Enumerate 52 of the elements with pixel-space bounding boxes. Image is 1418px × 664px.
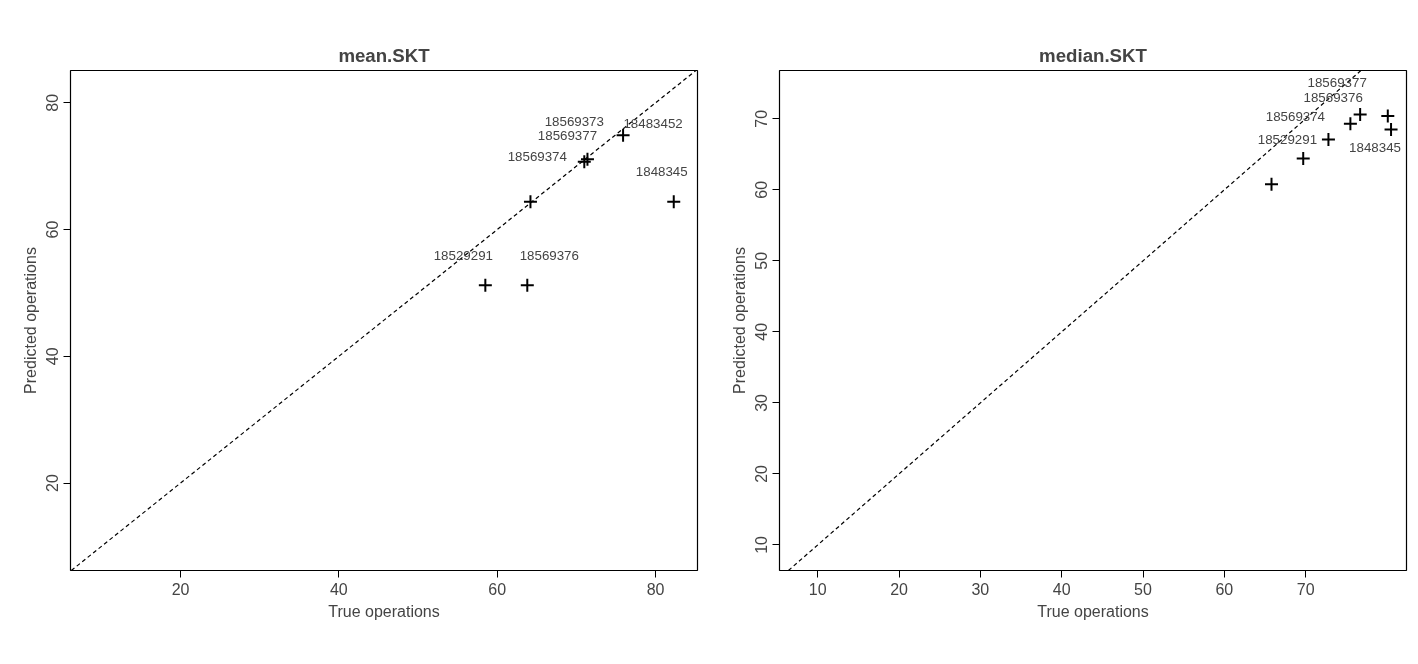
y-tick-label: 30 [753,393,771,412]
point [615,127,631,143]
y-axis-title: Predicted operations [730,247,748,394]
y-tick-label: 10 [753,535,771,554]
y-tick-label: 40 [44,347,62,366]
y-tick-label: 20 [753,464,771,483]
point [1352,107,1368,123]
point [522,194,538,210]
y-tick-label: 50 [753,251,771,270]
annotation: 18483452 [623,115,683,131]
point [1342,116,1358,132]
x-tick-label: 50 [1134,580,1153,598]
point [1380,108,1396,124]
y-tick-label: 20 [44,474,62,492]
x-tick-label: 60 [1215,580,1234,598]
x-tick-label: 20 [171,580,190,598]
y-axis-title: Predicted operations [21,247,39,394]
annotation: 1848345 [635,164,688,180]
x-tick-label: 20 [890,580,909,598]
x-tick-label: 70 [1296,580,1315,598]
x-axis-title: True operations [1037,602,1149,620]
y-tick-label: 60 [44,220,62,239]
point [477,277,493,293]
x-tick-label: 40 [1052,580,1071,598]
annotation: 1848345 [1349,139,1401,155]
x-axis-title: True operations [328,602,440,620]
x-tick-label: 30 [971,580,990,598]
annotation: 18569376 [1303,90,1363,106]
point [1295,151,1311,167]
point [1383,121,1399,137]
chart-title: mean.SKT [338,44,431,66]
point [1264,176,1279,192]
annotation: 18569376 [519,247,579,263]
annotation: 18569377 [537,127,598,143]
x-tick-label: 10 [808,580,827,598]
annotation: 18569373 [544,114,604,130]
annotation: 18569374 [1265,109,1326,125]
annotation: 18529291 [433,247,493,263]
y-tick-label: 60 [753,180,771,199]
chart-title: median.SKT [1039,44,1148,66]
y-tick-label: 40 [753,322,771,341]
annotation: 18529291 [1257,131,1318,147]
y-tick-label: 80 [44,93,62,112]
point [519,277,535,293]
point [1320,131,1336,147]
x-tick-label: 60 [488,580,507,598]
annotation: 18569374 [507,149,568,165]
x-tick-label: 80 [646,580,665,598]
point [666,194,682,210]
annotation: 18569377 [1307,75,1367,91]
y-tick-label: 70 [753,109,771,128]
x-tick-label: 40 [329,580,348,598]
